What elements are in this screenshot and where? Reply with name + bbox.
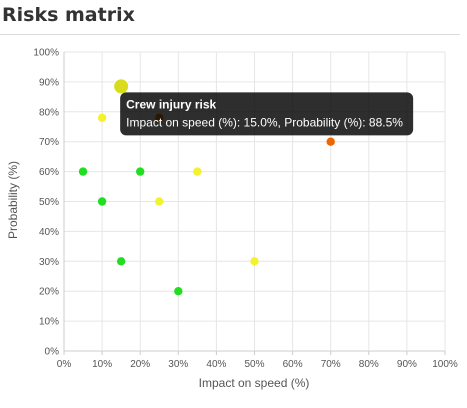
data-point[interactable] — [193, 167, 202, 176]
y-tick-label: 0% — [45, 347, 60, 358]
y-tick-label: 80% — [39, 107, 59, 118]
tooltip: Crew injury risk Impact on speed (%): 15… — [120, 92, 414, 136]
y-tick-label: 90% — [39, 77, 59, 88]
y-tick-label: 100% — [33, 48, 59, 59]
data-point[interactable] — [326, 137, 335, 146]
y-tick-label: 70% — [39, 137, 59, 148]
tooltip-title: Crew injury risk — [126, 97, 216, 111]
risks-scatter-chart[interactable]: 0% 10% 20% 30% 40% 50% 60% 70% 80% 90% 100% 0% 10% 2… — [0, 40, 467, 408]
tooltip-box — [120, 92, 414, 136]
x-tick-label: 20% — [130, 359, 150, 370]
y-tick-label: 30% — [39, 257, 59, 268]
x-tick-label: 30% — [168, 359, 188, 370]
x-tick-label: 70% — [321, 359, 341, 370]
data-point[interactable] — [97, 113, 107, 122]
x-tick-label: 0% — [57, 359, 72, 370]
data-point[interactable] — [78, 167, 88, 176]
x-tick-label: 90% — [397, 359, 417, 370]
data-point[interactable] — [136, 167, 145, 176]
x-tick-label: 50% — [244, 359, 264, 370]
y-tick-label: 40% — [39, 227, 59, 238]
y-axis-title: Probability (%) — [6, 161, 20, 239]
data-point[interactable] — [155, 197, 164, 206]
data-point[interactable] — [174, 287, 183, 296]
x-tick-label: 60% — [283, 359, 303, 370]
x-tick-label: 100% — [432, 359, 458, 370]
x-tick-label: 10% — [92, 359, 112, 370]
y-tick-label: 20% — [39, 287, 59, 298]
x-axis-title: Impact on speed (%) — [199, 376, 310, 390]
y-tick-label: 60% — [39, 167, 59, 178]
x-axis-ticks: 0% 10% 20% 30% 40% 50% 60% 70% 80% 90% 100% — [57, 359, 458, 370]
x-tick-label: 80% — [359, 359, 379, 370]
page-header: Risks matrix — [0, 0, 460, 35]
data-point[interactable] — [116, 257, 126, 266]
tooltip-body: Impact on speed (%): 15.0%, Probability … — [126, 115, 403, 129]
data-point[interactable] — [97, 197, 107, 206]
data-point[interactable] — [250, 257, 259, 266]
y-tick-label: 50% — [39, 197, 59, 208]
y-tick-label: 10% — [39, 317, 59, 328]
page-title: Risks matrix — [2, 4, 135, 26]
x-tick-label: 40% — [206, 359, 226, 370]
y-axis-ticks: 0% 10% 20% 30% 40% 50% 60% 70% 80% 90% 100% — [33, 48, 59, 358]
data-point-highlighted[interactable] — [113, 78, 130, 95]
